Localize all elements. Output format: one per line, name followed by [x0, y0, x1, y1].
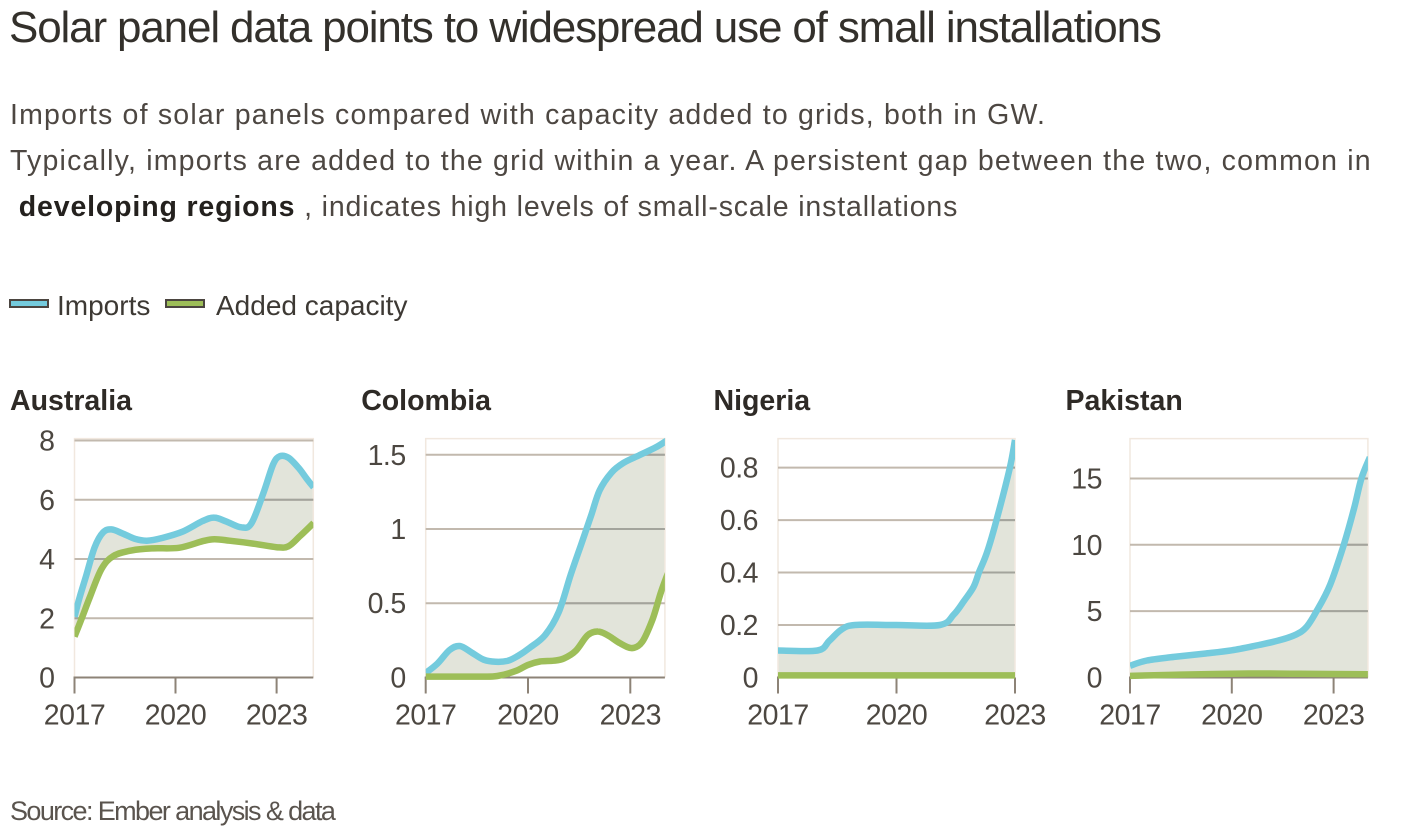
svg-text:10: 10: [1071, 530, 1102, 562]
svg-text:5: 5: [1087, 596, 1102, 628]
svg-text:2017: 2017: [747, 700, 808, 732]
svg-text:2017: 2017: [395, 700, 456, 732]
svg-text:0.2: 0.2: [720, 610, 758, 642]
svg-text:2017: 2017: [1099, 700, 1160, 732]
svg-text:8: 8: [39, 426, 54, 458]
svg-text:0.8: 0.8: [720, 453, 758, 485]
svg-text:2017: 2017: [44, 700, 105, 732]
svg-text:0: 0: [39, 663, 54, 695]
svg-text:1.5: 1.5: [368, 440, 406, 472]
svg-text:1: 1: [390, 514, 405, 546]
svg-text:15: 15: [1071, 464, 1102, 496]
svg-text:2023: 2023: [984, 700, 1045, 732]
svg-text:0.5: 0.5: [368, 588, 406, 620]
svg-text:2020: 2020: [497, 700, 558, 732]
svg-text:6: 6: [39, 485, 54, 517]
svg-text:2023: 2023: [246, 700, 307, 732]
svg-text:0.4: 0.4: [720, 558, 759, 590]
svg-text:0: 0: [743, 663, 758, 695]
svg-text:0: 0: [390, 663, 405, 695]
svg-text:2023: 2023: [600, 700, 661, 732]
svg-text:2023: 2023: [1303, 700, 1364, 732]
svg-text:0.6: 0.6: [720, 505, 758, 537]
svg-text:Nigeria: Nigeria: [714, 385, 812, 417]
svg-text:Pakistan: Pakistan: [1066, 385, 1183, 417]
svg-text:4: 4: [39, 544, 55, 576]
svg-text:2: 2: [39, 603, 54, 635]
svg-text:2020: 2020: [866, 700, 927, 732]
svg-text:Australia: Australia: [10, 385, 133, 417]
svg-text:Colombia: Colombia: [361, 385, 492, 417]
svg-text:0: 0: [1087, 663, 1102, 695]
svg-text:2020: 2020: [1201, 700, 1262, 732]
svg-text:2020: 2020: [145, 700, 206, 732]
